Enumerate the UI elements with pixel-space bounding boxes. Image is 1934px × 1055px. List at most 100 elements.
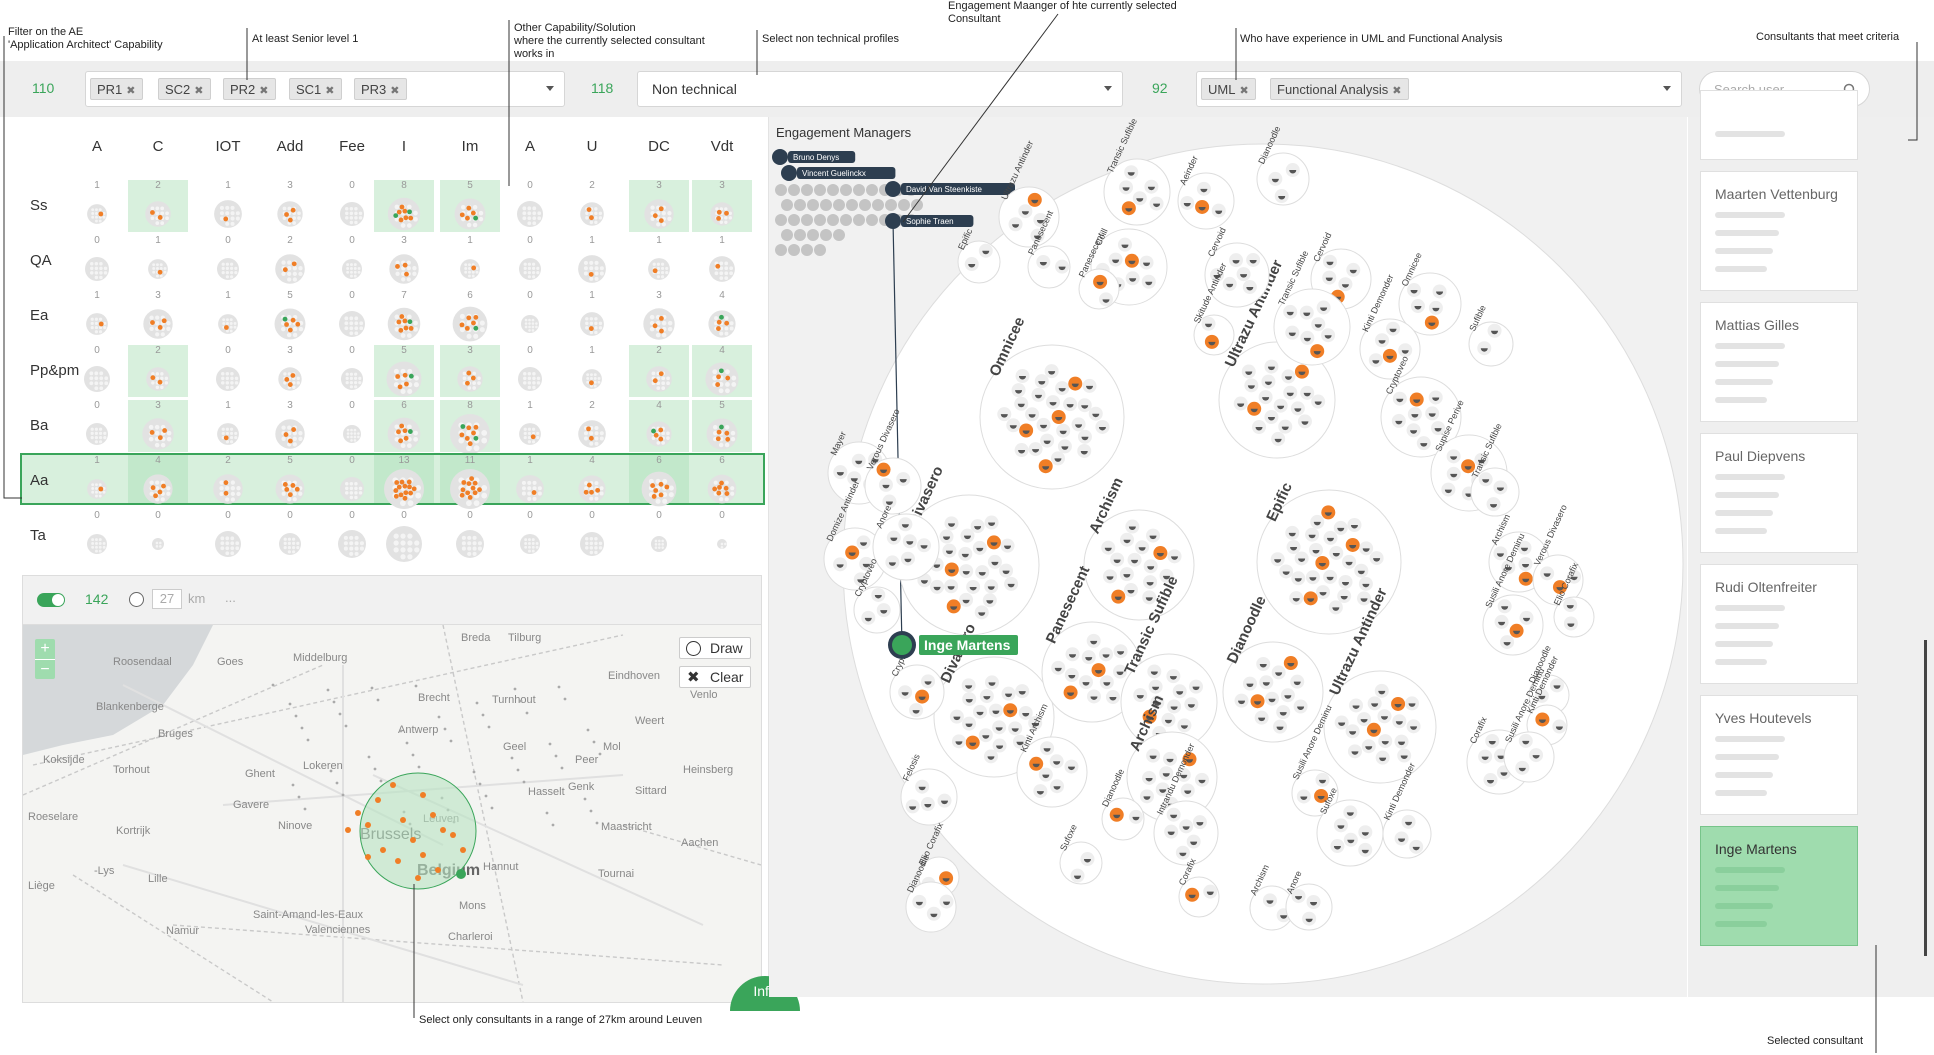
cell-bubble[interactable] (508, 192, 552, 236)
cell-bubble[interactable] (448, 302, 492, 346)
cell-bubble[interactable] (382, 467, 426, 511)
chevron-down-icon[interactable] (1663, 86, 1671, 91)
cell-bubble[interactable] (382, 412, 426, 456)
cell-bubble[interactable] (508, 357, 552, 401)
manager-dot[interactable] (781, 199, 793, 211)
column-header[interactable]: Vdt (710, 138, 734, 155)
consultant-node[interactable] (1132, 191, 1147, 206)
level-chip[interactable]: PR2 ✖ (223, 78, 276, 100)
cell-bubble[interactable] (206, 302, 250, 346)
consultant-card[interactable]: Yves Houtevels (1700, 695, 1858, 815)
cell-bubble[interactable] (448, 412, 492, 456)
remove-icon[interactable]: ✖ (126, 85, 136, 97)
capability-subcluster[interactable] (1059, 841, 1103, 885)
consultant-card[interactable]: Rudi Oltenfreiter (1700, 564, 1858, 684)
remove-icon[interactable]: ✖ (1239, 85, 1249, 97)
consultant-dot[interactable] (400, 817, 406, 823)
cell-bubble[interactable] (637, 412, 681, 456)
skill-chip[interactable]: Functional Analysis ✖ (1270, 78, 1409, 100)
selected-consultant-dot[interactable] (456, 869, 466, 879)
column-header[interactable]: I (401, 138, 407, 155)
cell-bubble[interactable] (637, 247, 681, 291)
cell-bubble[interactable] (268, 302, 312, 346)
consultant-card[interactable]: Maarten Vettenburg (1700, 171, 1858, 291)
cell-bubble[interactable] (75, 412, 119, 456)
cell-bubble[interactable] (330, 247, 374, 291)
manager-dot[interactable] (801, 214, 813, 226)
consultant-card[interactable] (1700, 90, 1858, 160)
manager-dot[interactable] (853, 214, 865, 226)
clear-button[interactable]: ✖ Clear (679, 666, 751, 688)
manager-dot[interactable] (911, 199, 923, 211)
cell-bubble[interactable] (570, 357, 614, 401)
column-header[interactable]: DC (648, 138, 670, 155)
manager-dot[interactable] (820, 199, 832, 211)
manager-dot[interactable] (898, 199, 910, 211)
consultant-node[interactable] (1149, 196, 1164, 211)
manager-dot[interactable] (827, 214, 839, 226)
cell-bubble[interactable] (75, 467, 119, 511)
consultant-node[interactable] (1305, 527, 1320, 542)
cell-bubble[interactable] (136, 302, 180, 346)
cell-bubble[interactable] (382, 192, 426, 236)
cell-bubble[interactable] (700, 302, 744, 346)
zoom-out-button[interactable]: − (35, 659, 55, 680)
cell-bubble[interactable] (448, 247, 492, 291)
manager-dot[interactable] (775, 244, 787, 256)
manager-dot[interactable] (814, 244, 826, 256)
column-header[interactable]: A (524, 138, 535, 155)
remove-icon[interactable]: ✖ (325, 85, 335, 97)
cell-bubble[interactable] (206, 522, 250, 566)
cell-bubble[interactable] (637, 467, 681, 511)
capability-subcluster[interactable] (1101, 797, 1145, 841)
cell-bubble[interactable] (330, 467, 374, 511)
cell-bubble[interactable] (136, 467, 180, 511)
consultant-node[interactable] (1338, 574, 1353, 589)
column-header[interactable]: C (152, 138, 164, 155)
cell-bubble[interactable] (508, 247, 552, 291)
consultant-node[interactable] (964, 257, 979, 272)
consultant-node[interactable] (966, 579, 981, 594)
cell-bubble[interactable] (206, 247, 250, 291)
cell-bubble[interactable] (700, 522, 744, 566)
level-select[interactable]: PR1 ✖ SC2 ✖ PR2 ✖ SC1 ✖ PR3 ✖ (85, 71, 565, 107)
cell-bubble[interactable] (382, 302, 426, 346)
cell-bubble[interactable] (136, 357, 180, 401)
consultant-node[interactable] (853, 572, 868, 587)
cell-bubble[interactable] (75, 192, 119, 236)
consultant-node[interactable] (1285, 325, 1300, 340)
manager-dot[interactable] (788, 214, 800, 226)
manager-dot[interactable] (840, 214, 852, 226)
radius-input[interactable]: 27 (152, 589, 182, 609)
level-chip[interactable]: PR1 ✖ (90, 78, 143, 100)
manager-dot[interactable] (807, 229, 819, 241)
cell-bubble[interactable] (75, 247, 119, 291)
row-header[interactable]: Ss (30, 197, 48, 214)
manager-dot[interactable] (794, 199, 806, 211)
manager-dot[interactable] (801, 184, 813, 196)
manager-dot[interactable] (775, 214, 787, 226)
capability-subcluster[interactable] (1468, 321, 1514, 367)
cell-bubble[interactable] (75, 522, 119, 566)
remove-icon[interactable]: ✖ (194, 85, 204, 97)
cell-bubble[interactable] (330, 192, 374, 236)
zoom-in-button[interactable]: + (40, 640, 50, 657)
cell-bubble[interactable] (330, 302, 374, 346)
consultant-dot[interactable] (380, 847, 386, 853)
cell-bubble[interactable] (508, 302, 552, 346)
cell-bubble[interactable] (570, 302, 614, 346)
remove-icon[interactable]: ✖ (1392, 85, 1402, 97)
engagement-manager-node[interactable] (781, 165, 797, 181)
cell-bubble[interactable] (570, 522, 614, 566)
row-header[interactable]: QA (30, 252, 52, 269)
consultant-node[interactable] (1196, 181, 1211, 196)
manager-dot[interactable] (872, 199, 884, 211)
consultant-node[interactable] (1375, 333, 1390, 348)
cell-bubble[interactable] (382, 357, 426, 401)
manager-dot[interactable] (833, 199, 845, 211)
manager-dot[interactable] (866, 184, 878, 196)
cell-bubble[interactable] (570, 192, 614, 236)
consultant-node[interactable] (1382, 348, 1397, 363)
manager-dot[interactable] (801, 244, 813, 256)
consultant-node[interactable] (1103, 569, 1118, 584)
